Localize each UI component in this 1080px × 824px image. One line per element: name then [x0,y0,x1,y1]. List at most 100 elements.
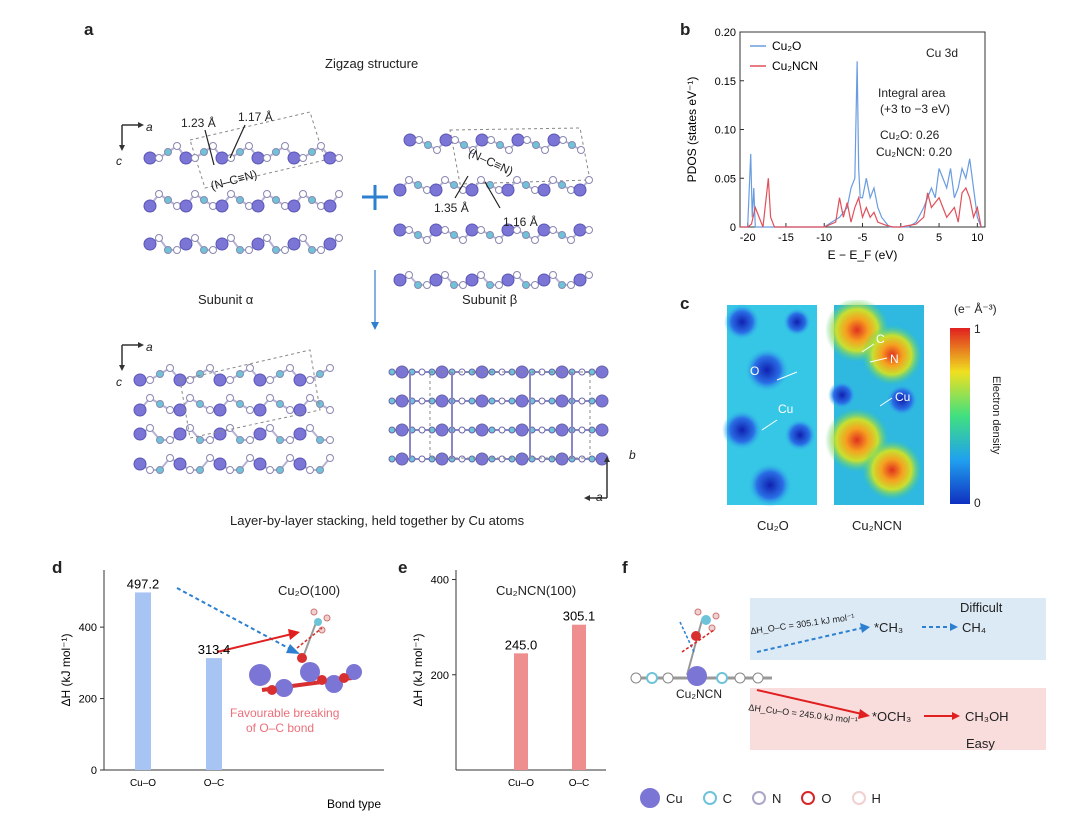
map-caption-cu2ncn: Cu₂NCN [852,518,902,533]
legend-item-o: O [801,791,832,806]
pdos-xtick: -10 [816,232,832,244]
legend-label: N [772,790,782,806]
atom-legend: Cu C N O H [640,788,881,808]
bond-length-3: 1.35 Å [434,201,469,215]
density-unit: (e⁻ Å⁻³) [954,302,997,316]
axis-indicator-ab [584,456,610,501]
cu3d-label: Cu 3d [926,46,959,60]
pdos-legend-label: Cu₂NCN [772,59,818,73]
bond-length-4: 1.16 Å [503,215,538,229]
bar-category-label: O–C [204,778,225,789]
legend-item-n: N [752,791,781,806]
bar-chart-d: 0 200 400 ΔH (kJ mol⁻¹) 497.2 Cu–O 313.4 O–C Bon… [59,570,384,811]
ch4-species: CH₄ [962,620,987,635]
atom-dot-icon [702,791,717,805]
integral-line1: Integral area [878,86,946,100]
bond-length-2: 1.17 Å [238,110,273,124]
legend-item-c: C [702,790,733,806]
map-label-n: N [890,352,899,366]
crystal-structure-panel-a [119,111,610,501]
subunit-beta: Subunit β [462,292,518,307]
axis-label-c: c [116,154,122,168]
bar-xlabel: Bond type [327,797,381,811]
pdos-xtick: 10 [971,232,983,244]
atom-dot-icon [801,791,816,805]
panel-a-label: a [84,20,94,39]
pdos-ylabel: PDOS (states eV⁻¹) [685,77,699,183]
bar-chart-e: 200 400 ΔH (kJ mol⁻¹) 245.0 Cu–O 305.1 O–C [411,570,606,789]
pdos-ytick: 0 [730,222,736,234]
cu2ncn-100-title: Cu₂NCN(100) [496,583,577,598]
pdos-ytick: 0.05 [715,173,736,185]
cu2ncn-molecule-label: Cu₂NCN [676,687,722,701]
difficult-label: Difficult [960,600,1003,615]
bar-value-label: 245.0 [505,637,538,652]
bar-category-label: Cu–O [508,778,534,789]
cu2ncn-molecule [630,608,772,686]
panel-b-label: b [680,20,691,39]
electron-density-maps [722,300,970,507]
pdos-ytick: 0.20 [715,27,736,39]
panel-e-label: e [398,558,408,577]
pdos-xtick: -15 [778,232,794,244]
map-label-cu-right: Cu [895,390,911,404]
reaction-scheme [630,598,1046,750]
favourable-line2: of O–C bond [246,721,315,735]
map-caption-cu2o: Cu₂O [757,518,789,533]
zigzag-title: Zigzag structure [325,56,419,71]
map-label-cu-left: Cu [778,402,794,416]
bar-ylabel: ΔH (kJ mol⁻¹) [411,633,425,706]
atom-dot-icon [640,788,660,808]
pdos-xtick: -20 [740,232,756,244]
pdos-legend-label: Cu₂O [772,39,801,53]
bar-ytick: 400 [79,622,97,634]
pdos-ytick: 0.15 [715,76,736,88]
bar-1 [206,658,222,770]
bar-ytick: 400 [431,575,449,587]
axis-label-a-right: a [596,490,603,504]
pdos-series-1 [740,178,982,228]
colorbar-max: 1 [974,322,981,336]
bar-value-label: 305.1 [563,609,596,624]
cu2o-100-title: Cu₂O(100) [278,583,341,598]
bar-ylabel: ΔH (kJ mol⁻¹) [59,633,73,706]
bar-category-label: Cu–O [130,778,156,789]
bar-ytick: 200 [79,694,97,706]
unit-cell-alpha [189,111,326,189]
ch3oh-species: CH₃OH [965,709,1009,724]
cu2o-area: Cu₂O: 0.26 [880,128,940,142]
bar-ytick: 200 [431,670,449,682]
plus-icon [362,185,388,210]
favourable-line1: Favourable breaking [230,706,340,720]
cu2ncn-area: Cu₂NCN: 0.20 [876,145,953,159]
legend-item-h: H [851,790,881,806]
map-label-c: C [876,332,885,346]
pdos-xtick: 5 [936,232,942,244]
axis-label-b: b [629,448,636,462]
panel-c-label: c [680,294,690,313]
cu2o-surface-molecule [249,608,362,697]
panel-f-label: f [622,558,628,577]
pdos-chart: -20 -15 -10 -5 0 5 10 0 0.05 0.10 0.15 0.20 E − E_F … [685,27,986,262]
pdos-xtick: 0 [898,232,904,244]
difficult-box [750,598,1046,660]
integral-line2: (+3 to −3 eV) [880,102,951,116]
pdos-ytick: 0.10 [715,125,736,137]
easy-box [750,688,1046,750]
bar-ytick: 0 [91,765,97,777]
easy-label: Easy [966,736,995,751]
panel-d-label: d [52,558,63,577]
legend-label: H [871,790,881,806]
legend-label: C [722,790,733,806]
bar-1 [572,624,586,770]
bar-category-label: O–C [569,778,590,789]
bar-value-label: 497.2 [127,576,160,591]
axis-label-a-lower: a [146,340,153,354]
bar-0 [135,592,151,770]
bond-length-1: 1.23 Å [181,116,216,130]
atom-dot-icon [851,791,866,805]
colorbar-min: 0 [974,496,981,510]
axis-indicator-lower [119,342,144,371]
colorbar-title: Electron density [990,376,1002,455]
colorbar [950,328,970,504]
